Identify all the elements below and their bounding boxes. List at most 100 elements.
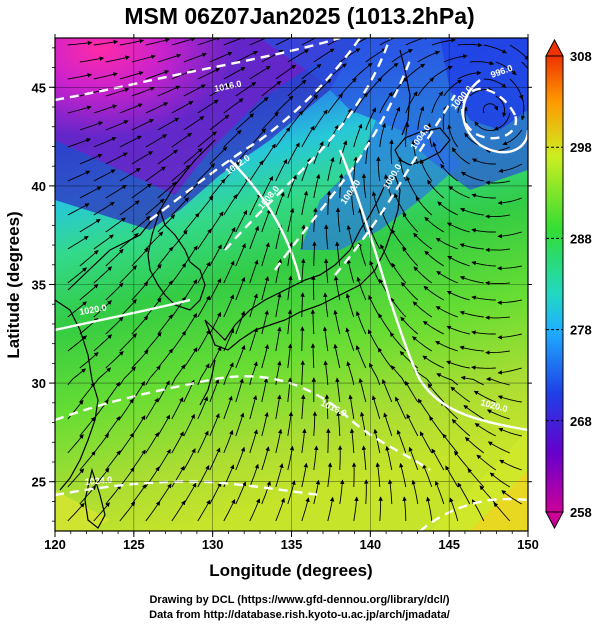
streamline bbox=[197, 99, 219, 114]
streamline bbox=[415, 196, 433, 216]
streamline bbox=[209, 413, 220, 437]
streamline bbox=[485, 350, 510, 355]
streamline bbox=[379, 62, 399, 80]
isobar-central bbox=[229, 159, 302, 281]
streamline bbox=[431, 91, 444, 114]
streamline bbox=[223, 98, 244, 114]
streamline bbox=[300, 326, 305, 352]
streamline bbox=[419, 431, 433, 454]
streamline bbox=[79, 352, 99, 369]
streamline bbox=[249, 361, 258, 386]
streamline bbox=[300, 258, 306, 284]
streamline bbox=[183, 212, 200, 233]
streamline bbox=[105, 450, 121, 471]
streamline bbox=[499, 459, 522, 471]
streamline bbox=[313, 479, 321, 505]
streamline bbox=[171, 397, 184, 420]
streamline bbox=[406, 176, 419, 199]
streamline bbox=[235, 378, 244, 403]
streamline bbox=[79, 283, 99, 301]
streamline bbox=[391, 262, 407, 284]
streamline bbox=[509, 78, 524, 100]
streamline bbox=[79, 153, 103, 165]
streamline bbox=[157, 181, 177, 199]
streamline bbox=[300, 360, 305, 386]
streamline bbox=[349, 190, 355, 216]
streamline bbox=[411, 139, 419, 165]
streamline bbox=[300, 292, 305, 318]
streamline bbox=[67, 40, 93, 46]
isobar-1020-south bbox=[55, 375, 431, 471]
streamline bbox=[459, 275, 484, 284]
streamline bbox=[365, 48, 387, 63]
streamline bbox=[197, 430, 209, 454]
streamline bbox=[131, 183, 152, 199]
streamline bbox=[301, 428, 307, 454]
streamline bbox=[171, 465, 185, 488]
hokkaido-coast bbox=[394, 127, 451, 166]
streamline bbox=[437, 201, 459, 216]
streamline bbox=[209, 346, 222, 369]
streamline bbox=[426, 496, 433, 522]
isobar-contours bbox=[55, 38, 518, 276]
streamline bbox=[471, 260, 496, 267]
streamline bbox=[405, 38, 429, 46]
streamline bbox=[380, 244, 393, 267]
streamline bbox=[79, 186, 102, 199]
streamline bbox=[157, 85, 181, 97]
streamline bbox=[67, 235, 89, 250]
streamline bbox=[145, 198, 165, 216]
streamline bbox=[333, 309, 341, 335]
streamline bbox=[443, 54, 468, 63]
streamline bbox=[435, 341, 458, 352]
streamline bbox=[235, 82, 257, 97]
taiwan-coast bbox=[84, 467, 106, 529]
streamline bbox=[93, 234, 114, 250]
streamline bbox=[327, 462, 333, 488]
streamline bbox=[157, 348, 173, 369]
streamline bbox=[313, 109, 328, 131]
streamline bbox=[369, 226, 381, 250]
streamline bbox=[197, 329, 210, 352]
streamline bbox=[486, 409, 510, 420]
x-tick-label: 130 bbox=[202, 537, 224, 552]
streamline bbox=[261, 446, 270, 471]
streamline bbox=[105, 381, 121, 403]
streamline bbox=[327, 496, 335, 522]
streamline bbox=[380, 209, 393, 233]
streamline bbox=[406, 413, 419, 437]
streamline bbox=[422, 463, 433, 488]
streamline bbox=[275, 158, 288, 182]
streamline bbox=[261, 143, 276, 165]
streamline bbox=[105, 316, 124, 335]
streamline bbox=[371, 191, 381, 216]
streamline bbox=[249, 38, 273, 46]
streamline bbox=[171, 38, 196, 46]
streamline bbox=[249, 160, 264, 182]
streamline bbox=[483, 78, 507, 88]
streamline bbox=[383, 412, 393, 437]
streamline bbox=[424, 216, 445, 233]
streamline bbox=[261, 208, 271, 233]
streamline bbox=[287, 343, 293, 369]
streamline bbox=[287, 411, 294, 437]
streamline bbox=[223, 129, 242, 148]
streamline bbox=[365, 77, 383, 97]
streamline bbox=[300, 394, 306, 420]
streamline bbox=[119, 366, 137, 386]
streamline bbox=[93, 367, 112, 386]
streamline bbox=[131, 315, 149, 335]
streamline bbox=[395, 396, 407, 420]
streamline bbox=[310, 309, 316, 335]
credit-drawing: Drawing by DCL (https://www.gfd-dennou.o… bbox=[149, 594, 450, 606]
streamline bbox=[105, 87, 130, 97]
streamline bbox=[171, 431, 184, 454]
streamline bbox=[346, 361, 355, 386]
isobar-1012 bbox=[149, 38, 361, 221]
isobar-solid-contours bbox=[55, 79, 528, 432]
streamline bbox=[485, 247, 510, 253]
warm-region-sw bbox=[55, 490, 110, 531]
streamline bbox=[145, 397, 159, 420]
coldest-region bbox=[55, 38, 355, 238]
streamline bbox=[261, 377, 269, 403]
